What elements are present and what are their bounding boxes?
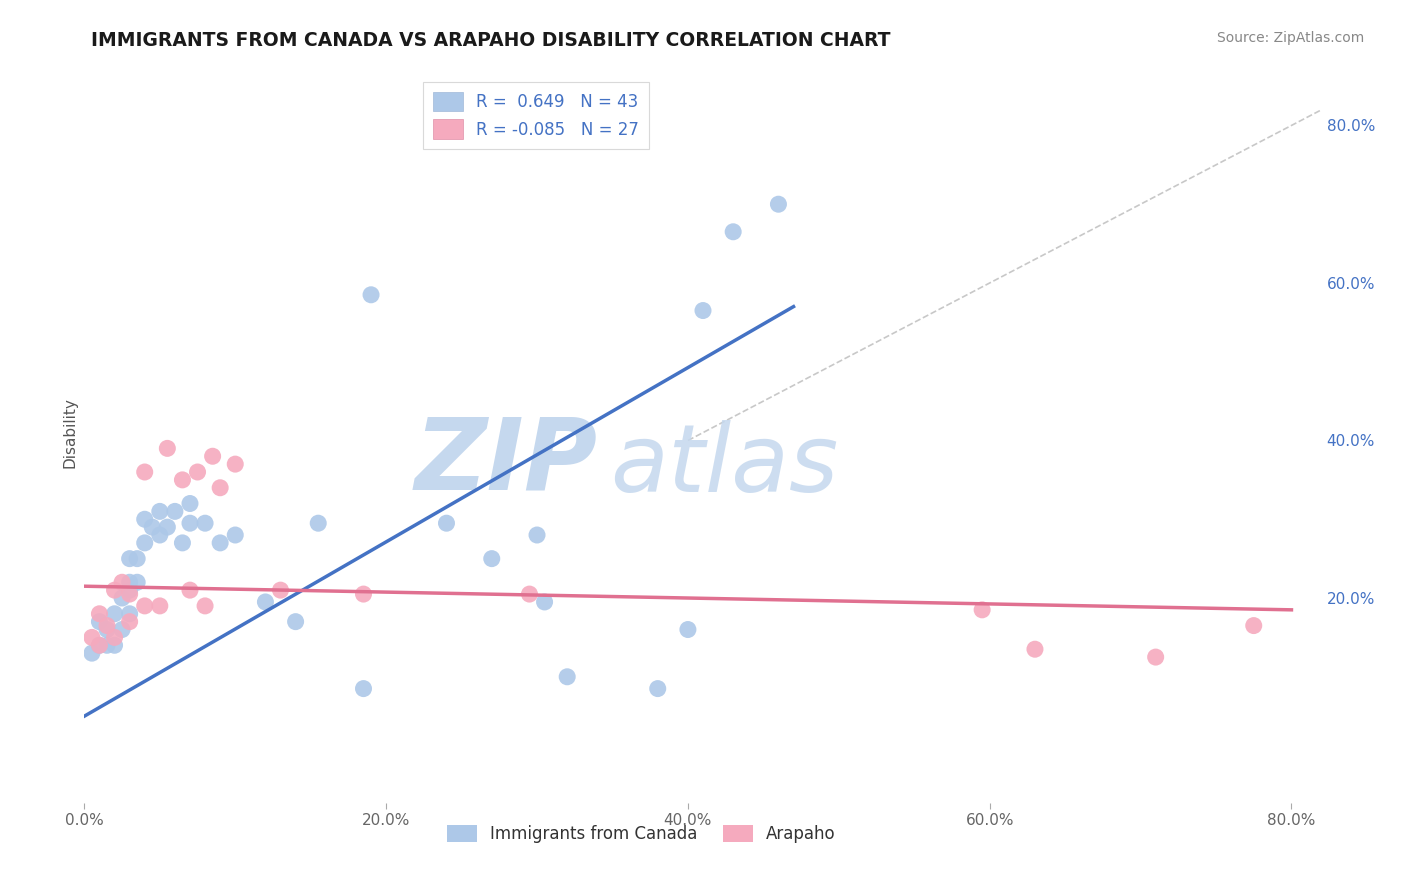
Point (1024, 642, 1046, 657)
Legend: Immigrants from Canada, Arapaho: Immigrants from Canada, Arapaho (440, 819, 842, 850)
Text: atlas: atlas (610, 420, 838, 511)
Point (89, 607, 111, 621)
Point (103, 583, 125, 598)
Point (179, 496, 201, 510)
Point (209, 481, 232, 495)
Point (224, 457, 246, 471)
Point (768, 197, 790, 211)
Point (134, 512, 156, 526)
Point (96, 638, 118, 652)
Point (172, 536, 194, 550)
Point (194, 599, 217, 613)
Point (156, 442, 179, 456)
Point (118, 551, 141, 566)
Point (270, 583, 292, 598)
Point (209, 536, 232, 550)
Point (118, 587, 141, 601)
Point (163, 504, 186, 518)
Point (156, 520, 179, 534)
Point (676, 623, 699, 637)
Point (284, 615, 307, 629)
Point (972, 603, 994, 617)
Point (254, 595, 277, 609)
Point (360, 287, 382, 301)
Point (127, 575, 149, 590)
Point (111, 575, 134, 590)
Point (526, 528, 548, 542)
Point (647, 681, 669, 696)
Point (186, 465, 208, 479)
Point (1243, 618, 1265, 632)
Point (111, 591, 134, 605)
Point (89, 638, 111, 652)
Point (103, 607, 125, 621)
Point (149, 504, 172, 518)
Point (141, 520, 163, 534)
Text: Source: ZipAtlas.com: Source: ZipAtlas.com (1216, 31, 1364, 45)
Point (111, 623, 134, 637)
Point (96, 618, 118, 632)
Point (149, 528, 172, 542)
Point (134, 465, 156, 479)
Text: IMMIGRANTS FROM CANADA VS ARAPAHO DISABILITY CORRELATION CHART: IMMIGRANTS FROM CANADA VS ARAPAHO DISABI… (91, 31, 891, 50)
Point (692, 303, 714, 318)
Point (436, 516, 458, 531)
Point (353, 681, 375, 696)
Point (307, 516, 329, 531)
Point (201, 449, 224, 463)
Point (127, 551, 149, 566)
Point (353, 587, 375, 601)
Point (149, 599, 172, 613)
Point (224, 528, 246, 542)
Point (1144, 650, 1167, 665)
Point (80, 631, 103, 645)
Point (118, 583, 141, 598)
Point (179, 516, 201, 531)
Point (103, 638, 125, 652)
Point (179, 583, 201, 598)
Point (118, 615, 141, 629)
Point (721, 225, 744, 239)
Point (194, 516, 217, 531)
Point (89, 638, 111, 652)
Point (89, 615, 111, 629)
Y-axis label: Disability: Disability (62, 397, 77, 468)
Point (118, 607, 141, 621)
Point (118, 575, 141, 590)
Point (134, 536, 156, 550)
Point (519, 587, 541, 601)
Text: ZIP: ZIP (415, 414, 598, 511)
Point (103, 631, 125, 645)
Point (533, 595, 555, 609)
Point (134, 599, 156, 613)
Point (555, 670, 578, 684)
Point (172, 473, 194, 487)
Point (481, 551, 503, 566)
Point (96, 623, 118, 637)
Point (80, 646, 103, 660)
